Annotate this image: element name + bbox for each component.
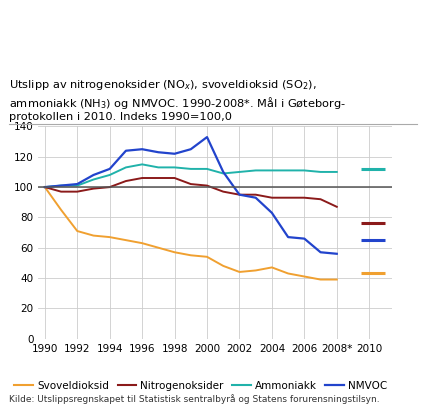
Text: Utslipp av nitrogenoksider (NO$_x$), svoveldioksid (SO$_2$),
ammoniakk (NH$_3$) : Utslipp av nitrogenoksider (NO$_x$), svo… bbox=[9, 78, 345, 122]
Legend: Svoveldioksid, Nitrogenoksider, Ammoniakk, NMVOC: Svoveldioksid, Nitrogenoksider, Ammoniak… bbox=[10, 377, 392, 395]
Text: Kilde: Utslippsregnskapet til Statistisk sentralbyrå og Statens forurensningstil: Kilde: Utslippsregnskapet til Statistisk… bbox=[9, 394, 379, 404]
